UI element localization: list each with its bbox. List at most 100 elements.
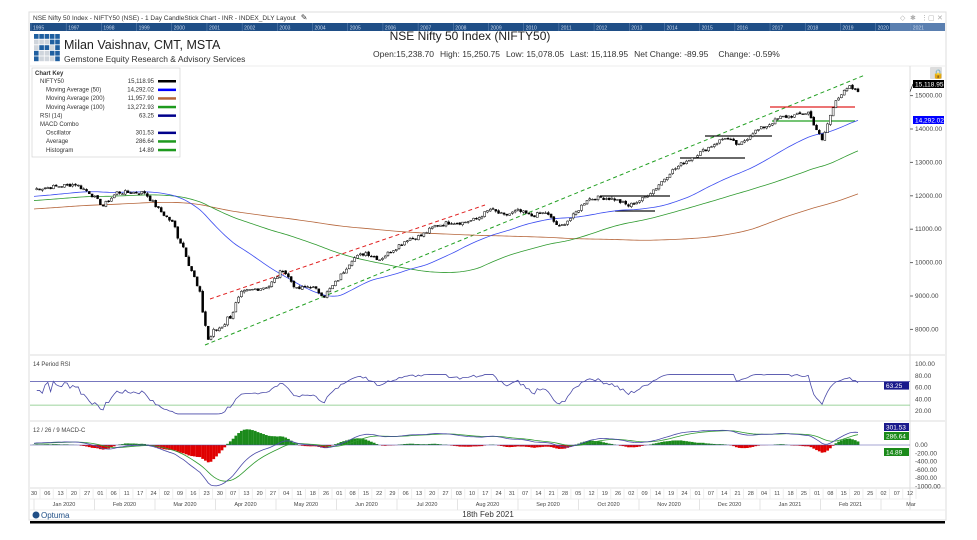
candle	[292, 280, 296, 288]
candle	[793, 114, 796, 118]
date-day-label: 06	[403, 491, 409, 497]
macd-panel[interactable]: 0.00-200.00 -400.00-600.00-800.00-1000.00…	[30, 423, 941, 490]
macd-histogram-bar	[809, 445, 813, 448]
year-label: 2005	[350, 26, 361, 32]
candle	[831, 107, 835, 117]
candle	[842, 89, 846, 96]
macd-histogram-bar	[582, 441, 586, 445]
candle	[345, 268, 348, 274]
candle	[549, 213, 553, 218]
candle	[511, 211, 514, 214]
macd-histogram-bar	[455, 445, 459, 447]
candle	[856, 88, 860, 92]
candle	[110, 197, 113, 202]
chart-key-value: 11,957.90	[128, 96, 155, 102]
date-day-label: 11	[774, 491, 780, 497]
candle	[325, 291, 329, 298]
candle	[779, 115, 782, 119]
macd-histogram-bar	[671, 440, 675, 445]
candle	[359, 253, 362, 256]
candle	[812, 116, 816, 126]
candle	[488, 208, 492, 212]
candle	[234, 302, 238, 313]
logo-square	[34, 50, 39, 56]
candle	[430, 226, 434, 229]
macd-histogram-bar	[79, 445, 83, 446]
macd-histogram-bar	[499, 445, 503, 446]
candle	[137, 193, 141, 195]
price-panel[interactable]	[33, 74, 866, 346]
lock-icon[interactable]	[930, 67, 942, 79]
date-day-label: 22	[376, 491, 382, 497]
chart-key-box	[31, 67, 181, 158]
open-value: Open:15,238.70	[373, 49, 434, 59]
price-tick-label: 8000.00	[915, 326, 939, 333]
chart-key-swatch	[158, 140, 176, 143]
candle	[483, 211, 486, 217]
macd-histogram-bar	[535, 445, 539, 448]
year-label: 2004	[315, 26, 326, 32]
price-axis[interactable]: 15000.00 14000.00 13000.00 12000.00 11000.00…	[909, 80, 944, 333]
macd-histogram-bar	[162, 445, 166, 450]
candle	[74, 183, 77, 186]
candle	[486, 210, 489, 213]
candle	[627, 204, 630, 207]
macd-histogram-bar	[256, 432, 260, 445]
pin-icon[interactable]: ✱	[910, 14, 916, 22]
more-icon[interactable]: ⋮	[921, 15, 928, 22]
date-axis[interactable]: 30 06 13 20 27 01 06 11 17 24 02 09 16 23 30 07 13 20 27 04…	[31, 488, 917, 510]
macd-value-badge	[884, 448, 909, 456]
macd-histogram-bar	[405, 443, 409, 445]
candle	[361, 253, 365, 256]
macd-histogram-bar	[687, 441, 691, 445]
candle	[49, 187, 52, 190]
year-navigator[interactable]	[30, 23, 945, 31]
macd-histogram-bar	[245, 429, 249, 445]
candle	[743, 140, 746, 143]
restore-icon[interactable]: ▢	[928, 15, 935, 22]
close-icon[interactable]: ✕	[937, 15, 943, 22]
macd-histogram-bar	[657, 442, 661, 445]
date-month-label: Apr 2020	[234, 502, 256, 508]
macd-histogram-bar	[533, 445, 536, 448]
candle	[90, 193, 94, 198]
rsi-line	[36, 374, 859, 415]
candle	[372, 256, 376, 258]
candle	[400, 244, 404, 246]
candle	[464, 221, 467, 224]
logo-square	[49, 56, 55, 62]
candle	[729, 138, 733, 141]
net-change-value: Net Change: -89.95	[634, 49, 708, 59]
macd-histogram-bar	[137, 443, 141, 445]
price-tick-label: 14000.00	[915, 126, 942, 133]
candle	[96, 195, 99, 199]
macd-histogram-bar	[712, 443, 716, 445]
date-day-label: 11	[296, 491, 302, 497]
macd-histogram-bar	[665, 441, 669, 445]
macd-histogram-bar	[801, 445, 805, 447]
price-tick-label: 15000.00	[915, 93, 942, 100]
logo-square	[39, 39, 44, 45]
macd-histogram-bar	[707, 443, 711, 445]
candle	[41, 188, 44, 191]
date-month-label: Oct 2020	[597, 502, 619, 508]
chart-key-value: 14.89	[139, 148, 155, 154]
year-label: 2013	[631, 26, 642, 32]
macd-histogram-bar	[286, 438, 290, 445]
candle	[281, 270, 285, 273]
date-month-label: Nov 2020	[657, 502, 681, 508]
date-day-label: 20	[429, 491, 435, 497]
macd-histogram-bar	[610, 443, 614, 445]
date-day-label: 04	[761, 491, 767, 497]
macd-histogram-bar	[840, 440, 843, 445]
date-month-label: Mar	[906, 502, 916, 508]
diamond-icon[interactable]: ◇	[900, 15, 906, 22]
date-day-label: 30	[217, 491, 223, 497]
candle	[497, 210, 500, 214]
candle	[414, 238, 417, 240]
edit-pencil-icon[interactable]: ✎	[301, 13, 308, 22]
year-navigator-selection[interactable]	[890, 23, 945, 31]
rsi-panel[interactable]: 100.00 80.00 60.00 40.00 20.00 63.25	[30, 361, 935, 415]
candle	[569, 218, 572, 221]
